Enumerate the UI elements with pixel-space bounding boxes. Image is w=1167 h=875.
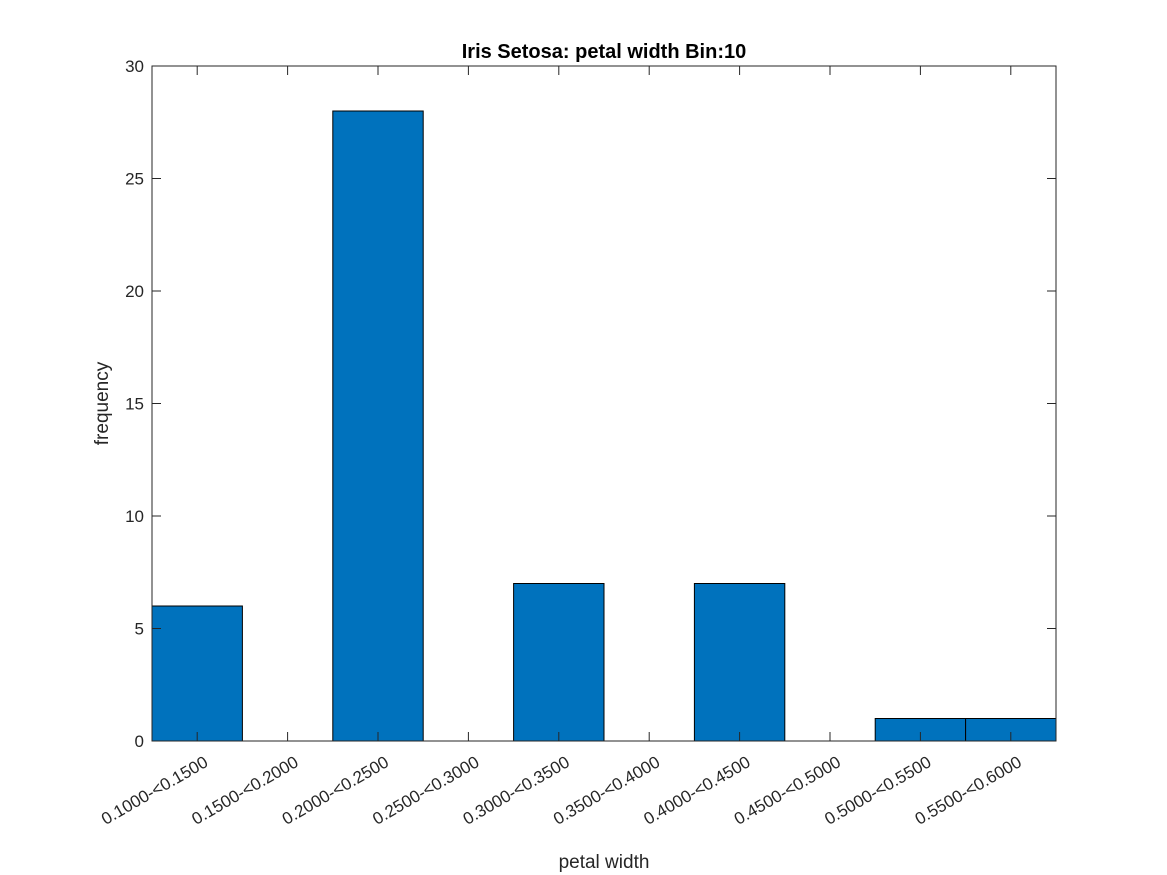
chart-title: Iris Setosa: petal width Bin:10 (462, 41, 747, 63)
y-tick-label-0: 0 (135, 732, 144, 751)
bar-4 (513, 583, 605, 742)
axes-box (151, 65, 1057, 742)
y-tick-label-3: 15 (125, 395, 144, 414)
x-axis-label: petal width (559, 852, 650, 873)
y-tick-label-1: 5 (135, 620, 144, 639)
bar-2 (332, 110, 424, 742)
y-tick-label-2: 10 (125, 507, 144, 526)
bar-6 (693, 583, 786, 742)
y-axis-label: frequency (92, 361, 113, 445)
y-tick-label-6: 30 (125, 57, 144, 76)
bars-layer (151, 110, 1057, 742)
y-tick-label-5: 25 (125, 170, 144, 189)
bar-0 (151, 605, 243, 742)
y-tick-label-4: 20 (125, 282, 144, 301)
